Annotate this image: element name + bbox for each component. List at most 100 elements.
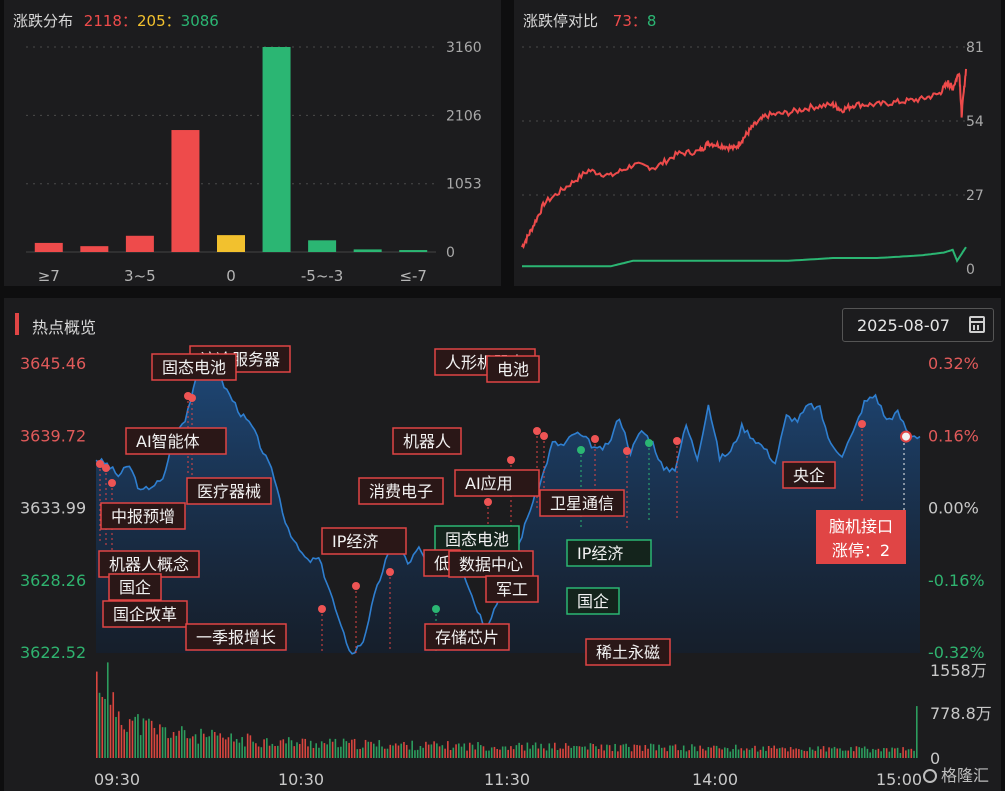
volume-bar: [191, 736, 194, 758]
volume-bar: [386, 748, 389, 758]
volume-bar: [331, 741, 334, 758]
watermark-icon: [923, 769, 937, 783]
volume-bar: [104, 698, 106, 758]
concept-tag-box: [98, 550, 200, 578]
limit-down-count: 8: [646, 12, 657, 30]
concept-tag-label: 中报预增: [111, 507, 175, 526]
volume-bar: [139, 735, 142, 758]
volume-bar: [770, 748, 773, 758]
volume-bar: [833, 746, 836, 758]
volume-bar: [584, 746, 586, 758]
volume-bar: [748, 749, 751, 758]
concept-tag-label: 一季报增长: [196, 628, 276, 647]
volume-bar: [490, 747, 493, 758]
volume-bar: [754, 745, 756, 758]
volume-bar: [663, 747, 666, 758]
volume-bar: [430, 744, 433, 758]
bar: [353, 249, 382, 252]
concept-tag: IP经济: [566, 539, 652, 567]
concept-tag-box: [566, 539, 652, 567]
volume-bar: [913, 750, 915, 758]
volume-bar: [131, 720, 134, 758]
volume-bar: [312, 747, 315, 758]
volume-bar: [238, 742, 241, 758]
volume-bar: [301, 738, 304, 758]
volume-bar: [888, 751, 891, 758]
concept-tag-box: [454, 469, 540, 497]
volume-bar: [455, 744, 457, 758]
volume-bar: [271, 743, 274, 758]
volume-bar: [880, 751, 882, 758]
volume-bar: [200, 728, 202, 758]
tag-dot: [318, 605, 326, 613]
volume-bar: [427, 744, 430, 758]
volume-bar: [438, 746, 441, 758]
volume-bar: [726, 748, 729, 758]
volume-bar: [323, 743, 326, 758]
volume-bar: [329, 738, 331, 758]
volume-bar: [677, 750, 680, 758]
concept-tag-label: 军工: [496, 580, 528, 599]
volume-bar: [159, 724, 161, 758]
volume-bar: [699, 745, 701, 758]
volume-bar: [595, 746, 597, 758]
callout-line-2: 涨停：2: [832, 541, 890, 560]
volume-bar: [894, 748, 896, 758]
concept-tag-label: 数据中心: [459, 555, 523, 574]
volume-bar: [570, 747, 573, 758]
hot-title: 热点概览: [32, 318, 97, 337]
concept-tag: 机器人: [392, 427, 462, 455]
concept-tag-label: 固态电池: [445, 530, 509, 549]
volume-bar: [608, 745, 611, 758]
volume-bar: [501, 746, 504, 758]
volume-bar: [844, 750, 847, 758]
volume-bar: [680, 750, 682, 758]
volume-bar: [603, 750, 605, 758]
volume-bar: [691, 744, 693, 758]
volume-bar: [471, 744, 474, 758]
y-tick-label: 2106: [446, 108, 482, 124]
watermark: 格隆汇: [923, 762, 989, 786]
date-picker[interactable]: 2025-08-07: [842, 308, 994, 342]
volume-bar: [362, 747, 364, 758]
volume-bar: [134, 716, 136, 758]
tag-dot: [352, 582, 360, 590]
volume-bar: [685, 751, 688, 758]
volume-bar: [485, 750, 488, 758]
volume-bar: [751, 748, 754, 758]
volume-bar: [252, 741, 254, 758]
volume-bar: [334, 738, 337, 758]
concept-tag-label: IP经济: [577, 544, 623, 563]
concept-tag-box: [100, 502, 186, 530]
volume-bar: [575, 746, 578, 758]
volume-bar: [820, 749, 822, 758]
volume-bar: [652, 744, 655, 758]
concept-tag: AI应用: [454, 469, 540, 497]
volume-bar: [666, 751, 669, 758]
distribution-panel: [4, 0, 501, 286]
x-tick-label: -5~-3: [301, 267, 343, 285]
up-count: 2118: [83, 12, 122, 30]
volume-bar: [112, 692, 115, 758]
volume-bar: [148, 718, 150, 758]
volume-bar: [285, 743, 287, 758]
volume-bar: [874, 749, 877, 758]
concept-tag-box: [585, 638, 671, 666]
volume-bar: [230, 733, 232, 758]
y-right-tick: -0.32%: [928, 643, 985, 662]
volume-bar: [600, 744, 603, 758]
volume-bar: [718, 748, 721, 758]
x-tick-label: 0: [226, 267, 236, 285]
volume-bar: [474, 749, 477, 758]
volume-bar: [641, 750, 644, 758]
concept-tag: 电池: [486, 355, 540, 383]
volume-bar: [468, 742, 471, 758]
volume-bar: [482, 746, 485, 758]
calendar-icon[interactable]: [969, 316, 985, 333]
y-right-tick: 0.00%: [928, 499, 979, 518]
x-tick-label: 11:30: [484, 770, 530, 789]
volume-bar: [233, 741, 235, 758]
concept-tag-box: [186, 477, 272, 505]
distribution-title: 涨跌分布 2118：205：3086: [13, 10, 219, 31]
